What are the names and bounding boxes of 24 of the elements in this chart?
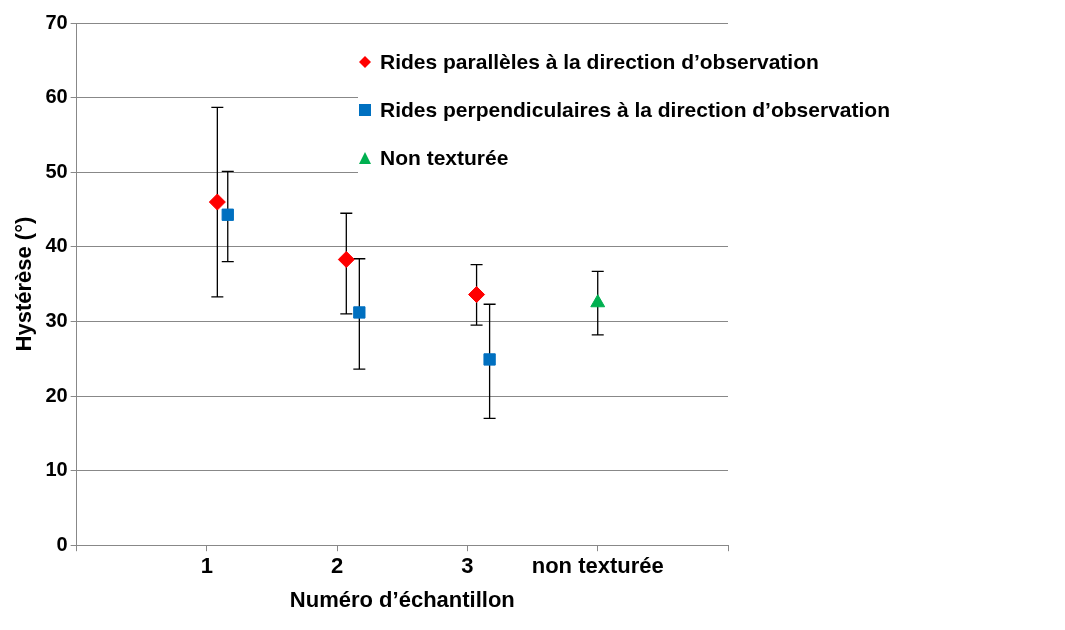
x-tick-label: 2 [331,553,344,579]
y-tick-label: 60 [45,85,68,108]
y-tick-label: 20 [45,383,68,406]
point [337,250,355,268]
point [483,353,496,366]
y-axis-title: Hystérèse (°) [11,216,37,352]
y-tick-label: 50 [45,159,68,182]
point [221,208,234,221]
point [208,193,226,211]
legend-label: Non texturée [380,145,509,171]
x-tick-label: 1 [200,553,214,579]
y-tick-label: 40 [45,234,68,257]
point [590,294,606,308]
y-tick-label: 10 [45,458,68,481]
y-tick-label: 0 [56,532,68,555]
legend-label: Rides parallèles à la direction d’observation [380,49,819,75]
x-tick-label: non texturée [531,553,664,579]
y-tick-label: 70 [45,10,68,33]
point [468,286,486,304]
x-axis-title: Numéro d’échantillon [289,586,515,612]
y-tick-label: 30 [45,308,68,331]
x-tick-label: 3 [461,553,474,579]
point [353,306,366,319]
legend-label: Rides perpendiculaires à la direction d’observation [380,97,890,123]
